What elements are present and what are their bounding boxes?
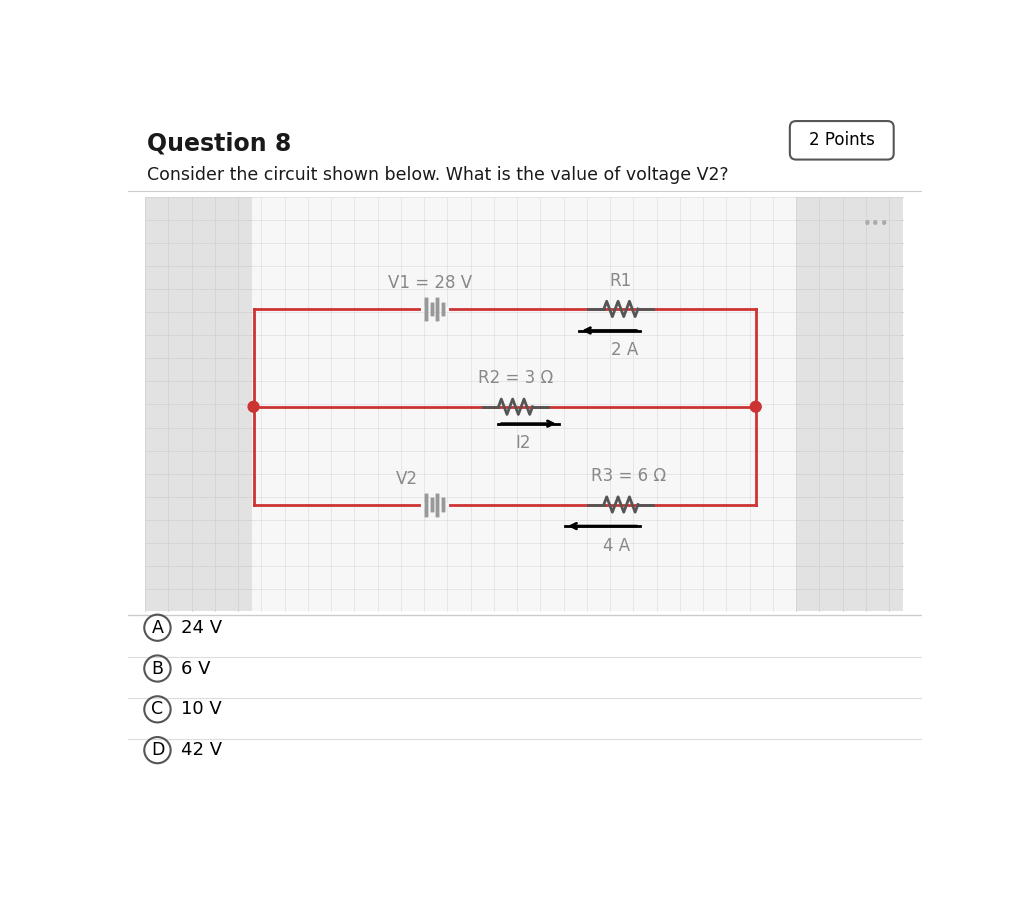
- Text: V1 = 28 V: V1 = 28 V: [388, 274, 472, 292]
- Text: V2: V2: [396, 470, 418, 488]
- Text: D: D: [151, 741, 164, 759]
- Text: 2 A: 2 A: [611, 341, 638, 359]
- Text: Question 8: Question 8: [146, 131, 291, 156]
- Text: Consider the circuit shown below. What is the value of voltage V2?: Consider the circuit shown below. What i…: [146, 165, 728, 184]
- Text: R1: R1: [609, 272, 632, 289]
- Text: R2 = 3 Ω: R2 = 3 Ω: [478, 369, 553, 388]
- Bar: [145, 197, 252, 611]
- Circle shape: [751, 402, 761, 412]
- Text: 42 V: 42 V: [180, 741, 222, 759]
- Text: I2: I2: [515, 435, 531, 452]
- Text: B: B: [152, 660, 164, 677]
- FancyBboxPatch shape: [790, 121, 894, 160]
- Text: C: C: [152, 700, 164, 719]
- Text: •••: •••: [862, 217, 889, 232]
- Text: 10 V: 10 V: [180, 700, 221, 719]
- Text: R3 = 6 Ω: R3 = 6 Ω: [591, 467, 667, 485]
- Text: 4 A: 4 A: [603, 537, 631, 555]
- Bar: [145, 197, 903, 611]
- Circle shape: [248, 402, 259, 412]
- Text: 24 V: 24 V: [180, 618, 222, 637]
- Text: A: A: [152, 618, 164, 637]
- Text: 2 Points: 2 Points: [809, 131, 874, 149]
- Text: 6 V: 6 V: [180, 660, 210, 677]
- Bar: [796, 197, 903, 611]
